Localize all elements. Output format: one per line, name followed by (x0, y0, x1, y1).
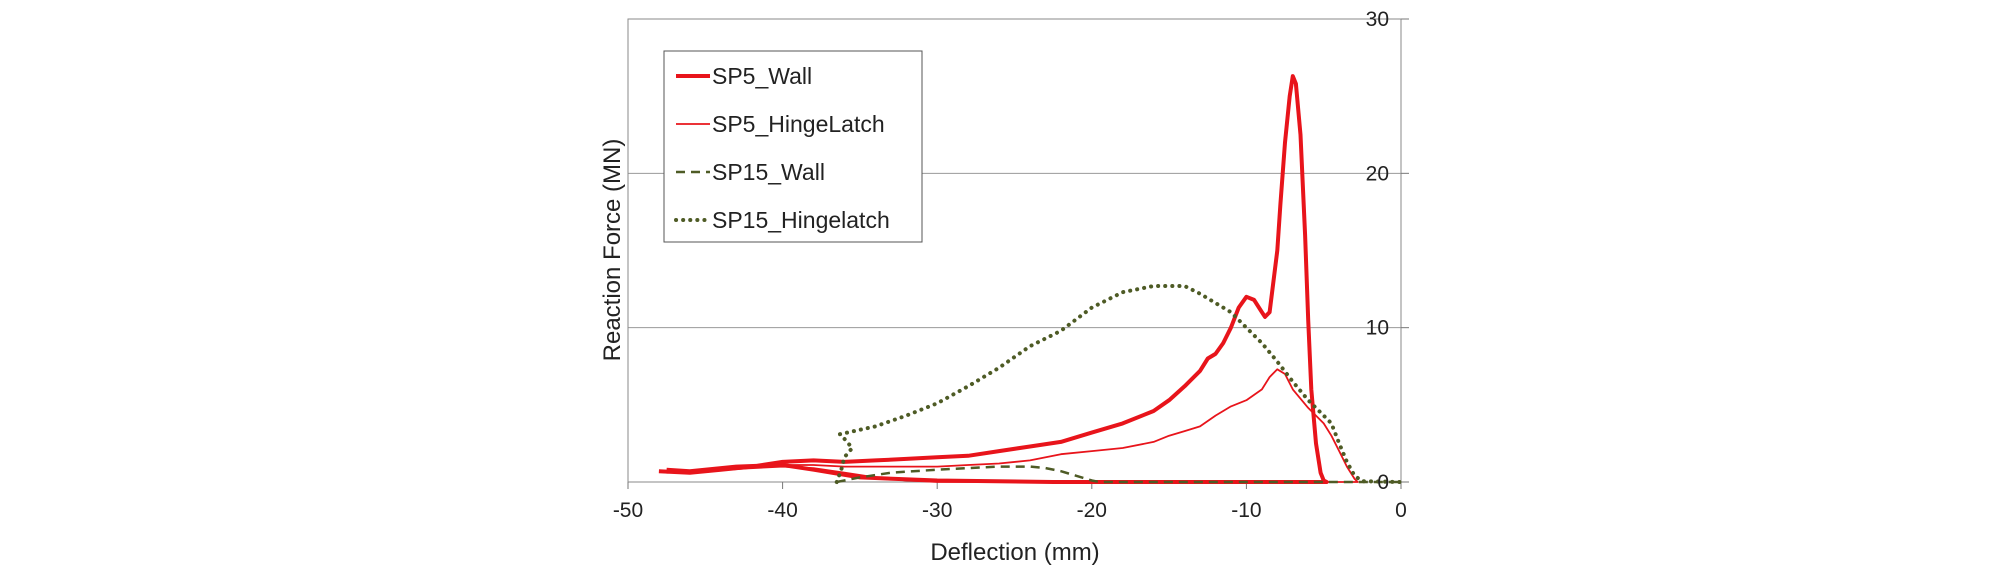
y-tick-label: 20 (1366, 162, 1389, 185)
legend-label: SP15_Wall (712, 159, 825, 185)
x-tick-label: -30 (922, 499, 952, 522)
x-tick-label: -50 (613, 499, 643, 522)
x-tick-label: -20 (1077, 499, 1107, 522)
y-axis-title: Reaction Force (MN) (599, 139, 626, 362)
y-tick-label: 30 (1366, 8, 1389, 31)
y-tick-label: 10 (1366, 317, 1389, 340)
x-tick-label: 0 (1395, 499, 1407, 522)
series-line-sp15-wall (836, 465, 1401, 484)
x-axis-title: Deflection (mm) (930, 539, 1099, 566)
series-line-sp5-hingelatch (666, 368, 1359, 483)
legend: SP5_Wall SP5_HingeLatch SP15_Wall SP15_Hing… (663, 50, 923, 243)
y-tick-label: 0 (1377, 471, 1389, 494)
series-lines (658, 74, 1403, 484)
series-line-sp15-hingelatch (834, 284, 1403, 484)
legend-label: SP5_Wall (712, 63, 812, 89)
legend-box (663, 50, 923, 243)
legend-label: SP15_Hingelatch (712, 207, 890, 233)
legend-entries: SP5_Wall SP5_HingeLatch SP15_Wall SP15_Hing… (674, 63, 890, 233)
x-tick-label: -40 (767, 499, 797, 522)
x-tick-label: -10 (1231, 499, 1261, 522)
tick-labels: 0 10 20 30 -50 -40 -30 -20 -10 0 (613, 8, 1407, 522)
legend-label: SP5_HingeLatch (712, 111, 885, 137)
